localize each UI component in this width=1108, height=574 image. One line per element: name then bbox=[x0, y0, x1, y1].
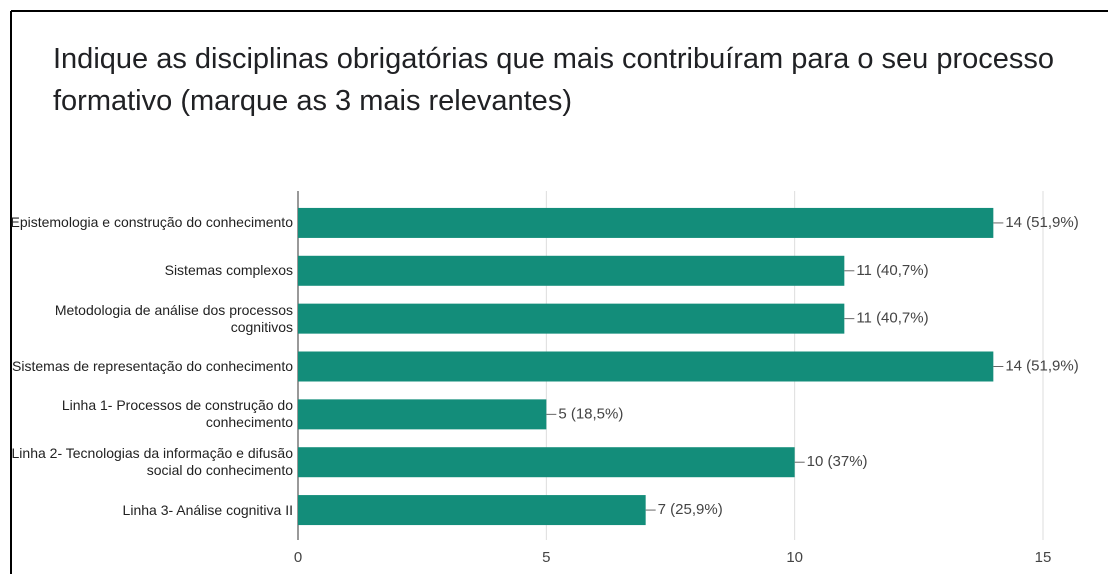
y-tick-label: Linha 1- Processos de construção do conh… bbox=[61, 397, 293, 431]
value-label: 7 (25,9%) bbox=[658, 501, 723, 518]
bar bbox=[298, 207, 994, 238]
chart-title: Indique as disciplinas obrigatórias que … bbox=[53, 43, 1055, 117]
x-tick-label: 0 bbox=[294, 549, 302, 566]
y-tick-label: Metodologia de análise dos processos cog… bbox=[54, 301, 293, 335]
bar bbox=[298, 255, 845, 286]
value-label: 11 (40,7%) bbox=[856, 310, 928, 327]
y-tick-label: Linha 3- Análise cognitiva II bbox=[122, 501, 293, 518]
value-label: 10 (37%) bbox=[807, 453, 868, 470]
x-tick-label: 10 bbox=[786, 549, 803, 566]
bar bbox=[298, 399, 547, 430]
y-tick-label: Linha 2- Tecnologias da informação e dif… bbox=[11, 445, 293, 479]
value-label: 11 (40,7%) bbox=[856, 262, 928, 279]
bar bbox=[298, 495, 646, 526]
bar bbox=[298, 447, 795, 478]
y-tick-label: Epistemologia e construção do conhecimen… bbox=[10, 214, 293, 231]
y-tick-label: Sistemas complexos bbox=[164, 262, 293, 279]
x-tick-label: 5 bbox=[542, 549, 550, 566]
y-tick-label: Sistemas de representação do conheciment… bbox=[12, 358, 293, 374]
bar bbox=[298, 351, 994, 382]
value-label: 5 (18,5%) bbox=[558, 405, 623, 422]
value-label: 14 (51,9%) bbox=[1005, 214, 1078, 231]
value-label: 14 (51,9%) bbox=[1005, 357, 1078, 374]
bar bbox=[298, 303, 845, 334]
x-tick-label: 15 bbox=[1035, 549, 1052, 566]
